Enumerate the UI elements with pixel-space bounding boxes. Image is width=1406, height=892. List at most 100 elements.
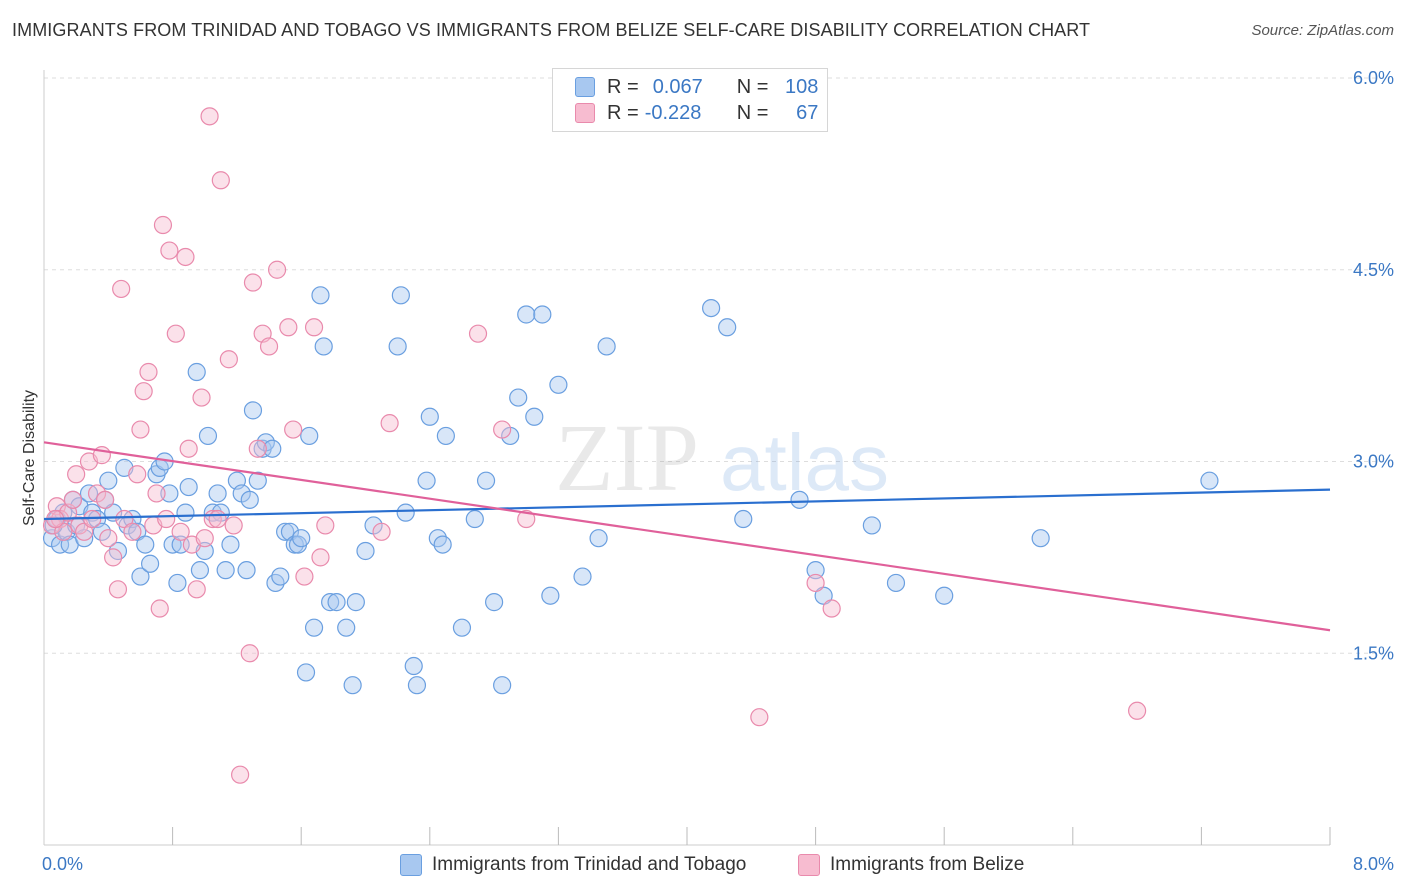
data-point [304,618,324,637]
data-point [356,541,375,561]
data-point [160,484,179,503]
x-tick-label-max: 8.0% [1353,854,1394,874]
data-point [391,286,410,305]
data-point [790,490,809,509]
data-point [190,561,210,580]
data-point [195,529,214,548]
data-point [372,522,391,541]
data-point [343,676,362,695]
source-label: Source: ZipAtlas.com [1251,22,1394,39]
data-point [296,663,316,682]
y-tick-label: 4.5% [1353,260,1394,280]
data-point [806,561,825,580]
data-point [284,420,303,439]
data-point [452,618,472,637]
data-point [128,465,147,484]
legend-swatch-trinidad [575,77,595,97]
data-point [806,573,825,593]
data-point [589,529,608,548]
y-axis-title: Self-Care Disability [21,390,38,526]
data-point [75,522,94,541]
data-point [112,279,131,299]
legend-swatch-belize [575,103,595,123]
data-point [509,388,528,407]
series-0-points [42,286,1219,695]
data-point [157,509,176,529]
data-point [750,708,769,727]
series-label-belize: Immigrants from Belize [830,854,1025,875]
data-point [168,573,187,593]
data-point [248,439,267,458]
series-label-trinidad: Immigrants from Trinidad and Tobago [432,854,747,875]
data-point [271,567,290,586]
data-point [327,593,346,612]
data-point [465,509,484,529]
data-point [468,324,488,343]
data-point [231,765,250,784]
data-point [115,509,134,529]
data-point [300,426,319,446]
data-point [128,522,147,541]
data-point [476,471,496,490]
data-point [108,580,128,599]
legend-r-label: R = [607,75,639,98]
data-point [243,273,263,292]
data-point [935,586,954,605]
data-point [200,107,219,126]
legend-row-belize: R = -0.228 N = 67 [575,101,818,125]
data-point [734,509,753,529]
y-tick-label: 6.0% [1353,68,1394,88]
data-point [316,516,335,535]
data-point [99,471,118,490]
data-point [1127,701,1147,720]
data-point [718,318,737,337]
legend-r-value: 0.067 [652,75,703,98]
data-point [517,305,536,324]
data-point [311,286,330,305]
data-point [436,426,455,446]
data-point [822,599,841,618]
data-point [99,529,118,548]
data-point [420,407,439,426]
data-point [321,593,340,612]
series-swatch-trinidad [400,854,422,876]
data-point [192,388,211,407]
watermark: ZIP atlas [555,404,889,511]
data-point [1031,529,1050,548]
legend-n-label: N = [736,101,769,124]
data-point [216,561,235,580]
data-point [314,337,333,356]
series-legend-trinidad: Immigrants from Trinidad and Tobago [400,852,746,878]
x-tick-label-min: 0.0% [42,854,83,874]
data-point [153,215,173,235]
data-point [295,567,314,586]
data-point [140,554,160,573]
data-point [279,318,298,337]
data-point [179,439,198,458]
legend-r-label: R = [607,101,639,124]
data-point [433,535,452,554]
x-ticks [172,827,1331,845]
data-point [243,401,263,420]
data-point [208,509,227,529]
data-point [224,516,243,535]
y-tick-labels: 1.5% 3.0% 4.5% 6.0% [1353,68,1394,663]
watermark-zip: ZIP [555,404,699,511]
data-point [131,420,150,439]
y-tick-label: 1.5% [1353,643,1394,663]
data-point [123,522,142,541]
data-point [179,477,198,497]
data-point [67,465,86,484]
data-point [104,548,123,567]
data-point [493,676,512,695]
data-point [166,324,185,343]
data-point [240,490,259,509]
data-point [171,522,190,541]
data-point [388,337,407,356]
data-point [221,535,240,554]
legend-r-value: -0.228 [644,101,702,124]
data-point [525,407,544,426]
data-point [346,593,365,612]
data-point [259,337,279,356]
